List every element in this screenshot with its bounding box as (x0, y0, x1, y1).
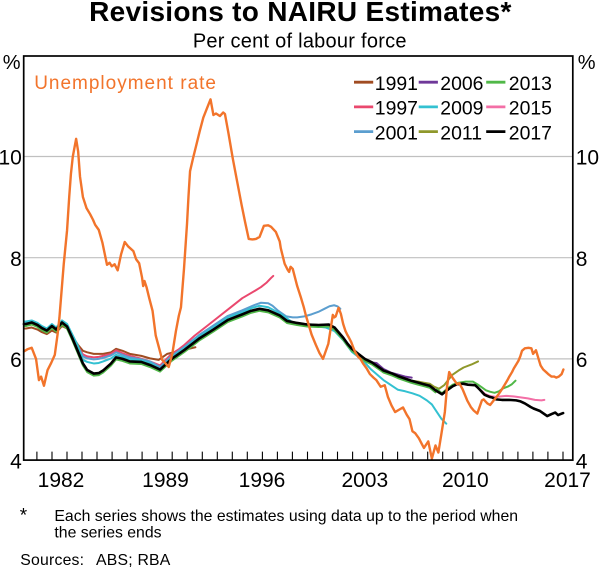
svg-text:8: 8 (576, 248, 588, 271)
svg-text:Revisions to NAIRU Estimates*: Revisions to NAIRU Estimates* (89, 0, 512, 27)
svg-text:the series ends: the series ends (54, 524, 161, 541)
svg-text:Each series shows the estimate: Each series shows the estimates using da… (54, 508, 518, 525)
svg-text:6: 6 (10, 349, 22, 372)
svg-text:4: 4 (576, 450, 588, 473)
svg-text:2011: 2011 (440, 122, 482, 144)
svg-text:10: 10 (0, 147, 22, 170)
svg-text:8: 8 (10, 248, 22, 271)
svg-text:2001: 2001 (375, 122, 418, 144)
svg-text:4: 4 (10, 450, 22, 473)
svg-text:*: * (20, 505, 28, 526)
svg-text:2003: 2003 (341, 469, 388, 492)
svg-text:10: 10 (576, 147, 599, 170)
svg-text:Sources: ABS; RBA: Sources: ABS; RBA (20, 552, 170, 567)
svg-text:2017: 2017 (544, 469, 591, 492)
svg-text:2010: 2010 (442, 469, 489, 492)
svg-text:%: % (3, 52, 21, 74)
svg-text:1997: 1997 (375, 98, 418, 120)
svg-text:%: % (578, 52, 596, 74)
svg-text:1991: 1991 (375, 73, 418, 95)
svg-text:2013: 2013 (509, 73, 552, 95)
svg-text:Per cent of labour force: Per cent of labour force (193, 31, 407, 53)
svg-text:6: 6 (576, 349, 588, 372)
svg-text:1996: 1996 (239, 469, 286, 492)
svg-text:2006: 2006 (440, 73, 483, 95)
svg-text:Unemployment rate: Unemployment rate (34, 73, 217, 94)
svg-text:2017: 2017 (509, 122, 552, 144)
svg-text:1989: 1989 (142, 469, 189, 492)
svg-text:2015: 2015 (509, 98, 552, 120)
svg-text:2009: 2009 (440, 98, 483, 120)
svg-text:1982: 1982 (38, 469, 85, 492)
